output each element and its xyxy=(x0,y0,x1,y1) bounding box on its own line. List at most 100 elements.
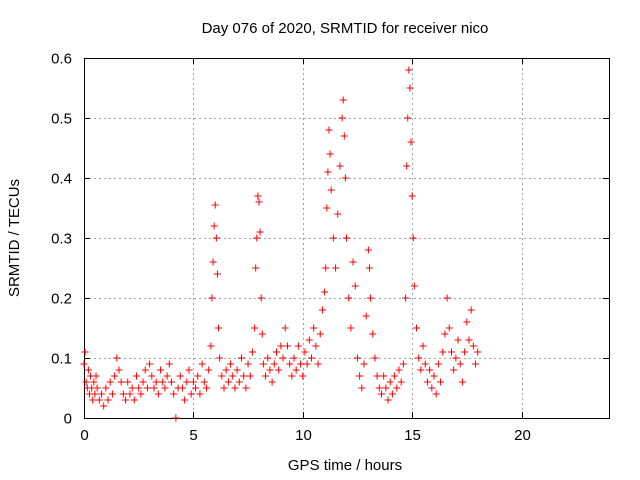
x-tick-label: 0 xyxy=(80,427,88,444)
y-tick-label: 0.5 xyxy=(51,111,72,128)
y-tick-label: 0.6 xyxy=(51,51,72,68)
data-point xyxy=(235,378,243,386)
data-point xyxy=(332,264,340,272)
data-point xyxy=(316,330,324,338)
data-point xyxy=(314,360,322,368)
data-point xyxy=(347,324,355,332)
data-point xyxy=(253,234,261,242)
data-point xyxy=(469,342,477,350)
data-point xyxy=(430,372,438,380)
data-point xyxy=(395,366,403,374)
data-point xyxy=(299,372,307,380)
data-point xyxy=(275,366,283,374)
data-point xyxy=(220,384,228,392)
data-point xyxy=(322,264,330,272)
axis-ticks xyxy=(84,58,609,419)
data-point xyxy=(163,372,171,380)
data-point xyxy=(111,372,119,380)
data-point xyxy=(90,378,98,386)
data-point xyxy=(338,114,346,122)
data-point xyxy=(104,396,112,404)
data-point xyxy=(264,354,272,362)
data-point xyxy=(386,378,394,386)
data-point xyxy=(209,258,217,266)
data-point xyxy=(356,372,364,380)
data-point xyxy=(288,372,296,380)
data-point xyxy=(388,390,396,398)
data-point xyxy=(210,222,218,230)
data-point xyxy=(415,354,423,362)
data-point xyxy=(159,378,167,386)
data-point xyxy=(211,201,219,209)
data-point xyxy=(358,384,366,392)
data-point xyxy=(421,360,429,368)
data-point xyxy=(391,372,399,380)
data-point xyxy=(108,390,116,398)
data-point xyxy=(406,84,414,92)
data-point xyxy=(229,372,237,380)
data-point xyxy=(213,270,221,278)
data-point xyxy=(413,324,420,332)
data-point xyxy=(93,384,101,392)
data-point xyxy=(407,138,415,146)
y-tick-label: 0.2 xyxy=(51,291,72,308)
x-axis-label: GPS time / hours xyxy=(288,457,402,474)
data-point xyxy=(207,342,215,350)
data-point xyxy=(458,378,466,386)
data-point xyxy=(268,378,276,386)
data-point xyxy=(150,384,158,392)
data-point xyxy=(168,378,175,386)
data-point xyxy=(187,390,195,398)
data-point xyxy=(324,168,332,176)
data-point xyxy=(248,348,256,356)
x-tick-label: 15 xyxy=(404,427,421,444)
data-point xyxy=(382,384,390,392)
data-point xyxy=(426,366,434,374)
data-point xyxy=(327,186,335,194)
data-point xyxy=(257,294,265,302)
data-point xyxy=(192,384,200,392)
data-point xyxy=(434,360,442,368)
data-point xyxy=(256,228,264,236)
data-point xyxy=(115,366,123,374)
data-point xyxy=(409,234,417,242)
data-point xyxy=(81,348,89,356)
data-point xyxy=(326,150,334,158)
data-point xyxy=(255,198,263,206)
data-point xyxy=(443,294,451,302)
data-point xyxy=(185,366,193,374)
data-point xyxy=(318,306,326,314)
data-point xyxy=(240,372,248,380)
data-point xyxy=(146,360,154,368)
data-point xyxy=(450,366,458,374)
data-point xyxy=(198,360,206,368)
x-tick-label: 20 xyxy=(514,427,531,444)
data-points xyxy=(80,66,482,422)
y-tick-label: 0 xyxy=(64,411,72,428)
data-point xyxy=(254,192,262,200)
data-point xyxy=(141,366,149,374)
data-point xyxy=(281,324,289,332)
data-point xyxy=(410,282,418,290)
data-point xyxy=(343,234,350,242)
data-point xyxy=(472,360,480,368)
data-point xyxy=(82,378,90,386)
data-point xyxy=(270,360,278,368)
data-point xyxy=(404,114,412,122)
data-point xyxy=(172,414,180,422)
data-point xyxy=(403,162,411,170)
data-point xyxy=(89,396,97,404)
data-point xyxy=(360,360,368,368)
tick-labels: 0 5 10 15 20 0 0.1 0.2 0.3 0.4 0.5 0.6 xyxy=(51,51,531,445)
data-point xyxy=(215,324,223,332)
data-point xyxy=(290,354,298,362)
data-point xyxy=(252,264,260,272)
data-point xyxy=(258,330,266,338)
data-point xyxy=(367,294,375,302)
data-point xyxy=(294,342,302,350)
chart-title: Day 076 of 2020, SRMTID for receiver nic… xyxy=(202,20,489,37)
x-tick-label: 5 xyxy=(189,427,197,444)
data-point xyxy=(329,234,337,242)
data-point xyxy=(233,366,241,374)
